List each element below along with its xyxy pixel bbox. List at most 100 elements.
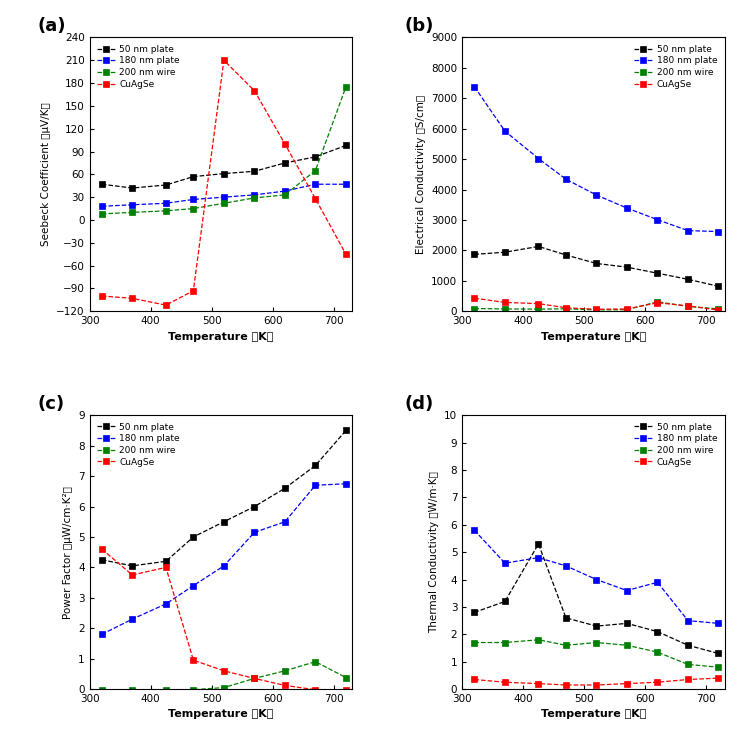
180 nm plate: [500, 559, 509, 568]
200 nm wire: [161, 685, 170, 694]
50 nm plate: [250, 502, 259, 511]
50 nm plate: [341, 141, 350, 150]
Line: 180 nm plate: 180 nm plate: [471, 84, 722, 234]
Line: 200 nm wire: 200 nm wire: [99, 658, 349, 693]
Legend: 50 nm plate, 180 nm plate, 200 nm wire, CuAgSe: 50 nm plate, 180 nm plate, 200 nm wire, …: [631, 419, 720, 470]
CuAgSe: [280, 139, 289, 148]
Text: (a): (a): [37, 16, 66, 34]
50 nm plate: [470, 608, 479, 617]
180 nm plate: [470, 82, 479, 91]
180 nm plate: [280, 187, 289, 195]
180 nm plate: [250, 528, 259, 537]
50 nm plate: [562, 613, 571, 622]
CuAgSe: [220, 667, 229, 676]
CuAgSe: [684, 675, 692, 684]
CuAgSe: [161, 563, 170, 572]
200 nm wire: [280, 190, 289, 199]
200 nm wire: [311, 657, 320, 666]
200 nm wire: [161, 207, 170, 216]
50 nm plate: [311, 152, 320, 161]
180 nm plate: [622, 204, 631, 213]
50 nm plate: [684, 275, 692, 284]
50 nm plate: [470, 250, 479, 259]
180 nm plate: [341, 479, 350, 488]
50 nm plate: [189, 533, 198, 542]
50 nm plate: [534, 539, 543, 548]
180 nm plate: [653, 215, 662, 224]
CuAgSe: [653, 298, 662, 307]
180 nm plate: [592, 575, 601, 584]
180 nm plate: [562, 562, 571, 571]
CuAgSe: [622, 305, 631, 314]
Line: 180 nm plate: 180 nm plate: [471, 527, 722, 626]
180 nm plate: [220, 192, 229, 201]
Line: 200 nm wire: 200 nm wire: [471, 299, 722, 313]
CuAgSe: [97, 291, 106, 300]
180 nm plate: [714, 227, 723, 236]
CuAgSe: [562, 303, 571, 312]
CuAgSe: [128, 571, 137, 580]
50 nm plate: [189, 172, 198, 181]
Line: CuAgSe: CuAgSe: [99, 546, 349, 693]
180 nm plate: [280, 518, 289, 527]
Y-axis label: Electrical Conductivity （S/cm）: Electrical Conductivity （S/cm）: [415, 95, 426, 254]
CuAgSe: [622, 679, 631, 688]
200 nm wire: [250, 674, 259, 683]
X-axis label: Temperature （K）: Temperature （K）: [168, 709, 273, 720]
CuAgSe: [128, 294, 137, 303]
180 nm plate: [161, 599, 170, 608]
180 nm plate: [311, 180, 320, 189]
200 nm wire: [653, 297, 662, 306]
Y-axis label: Seebeck Coefficient （μV/K）: Seebeck Coefficient （μV/K）: [41, 103, 51, 246]
Text: (b): (b): [404, 16, 434, 34]
180 nm plate: [562, 175, 571, 184]
50 nm plate: [714, 282, 723, 291]
180 nm plate: [97, 630, 106, 639]
200 nm wire: [341, 673, 350, 682]
Line: CuAgSe: CuAgSe: [99, 57, 349, 309]
Line: CuAgSe: CuAgSe: [471, 675, 722, 688]
50 nm plate: [220, 518, 229, 527]
Line: 200 nm wire: 200 nm wire: [99, 84, 349, 217]
200 nm wire: [470, 638, 479, 647]
Line: 180 nm plate: 180 nm plate: [99, 481, 349, 637]
200 nm wire: [220, 683, 229, 692]
50 nm plate: [500, 248, 509, 257]
200 nm wire: [562, 304, 571, 313]
50 nm plate: [341, 426, 350, 435]
50 nm plate: [714, 649, 723, 658]
200 nm wire: [128, 685, 137, 694]
200 nm wire: [250, 193, 259, 202]
50 nm plate: [622, 263, 631, 272]
200 nm wire: [684, 660, 692, 669]
50 nm plate: [161, 181, 170, 189]
180 nm plate: [684, 226, 692, 235]
CuAgSe: [534, 299, 543, 308]
X-axis label: Temperature （K）: Temperature （K）: [168, 332, 273, 342]
200 nm wire: [622, 306, 631, 315]
180 nm plate: [622, 586, 631, 595]
CuAgSe: [341, 685, 350, 694]
50 nm plate: [250, 167, 259, 176]
50 nm plate: [534, 242, 543, 251]
Text: (d): (d): [404, 395, 434, 413]
Legend: 50 nm plate, 180 nm plate, 200 nm wire, CuAgSe: 50 nm plate, 180 nm plate, 200 nm wire, …: [94, 419, 183, 470]
Y-axis label: Power Factor （μW/cm·K²）: Power Factor （μW/cm·K²）: [63, 486, 72, 619]
200 nm wire: [592, 638, 601, 647]
CuAgSe: [534, 679, 543, 688]
CuAgSe: [220, 55, 229, 64]
Line: 50 nm plate: 50 nm plate: [471, 243, 722, 289]
200 nm wire: [189, 204, 198, 213]
50 nm plate: [684, 641, 692, 650]
Line: 50 nm plate: 50 nm plate: [99, 428, 349, 569]
CuAgSe: [161, 300, 170, 309]
50 nm plate: [311, 461, 320, 470]
200 nm wire: [128, 208, 137, 217]
180 nm plate: [250, 190, 259, 199]
200 nm wire: [341, 82, 350, 91]
50 nm plate: [653, 627, 662, 636]
200 nm wire: [470, 304, 479, 313]
180 nm plate: [592, 190, 601, 199]
200 nm wire: [592, 306, 601, 315]
180 nm plate: [500, 127, 509, 136]
